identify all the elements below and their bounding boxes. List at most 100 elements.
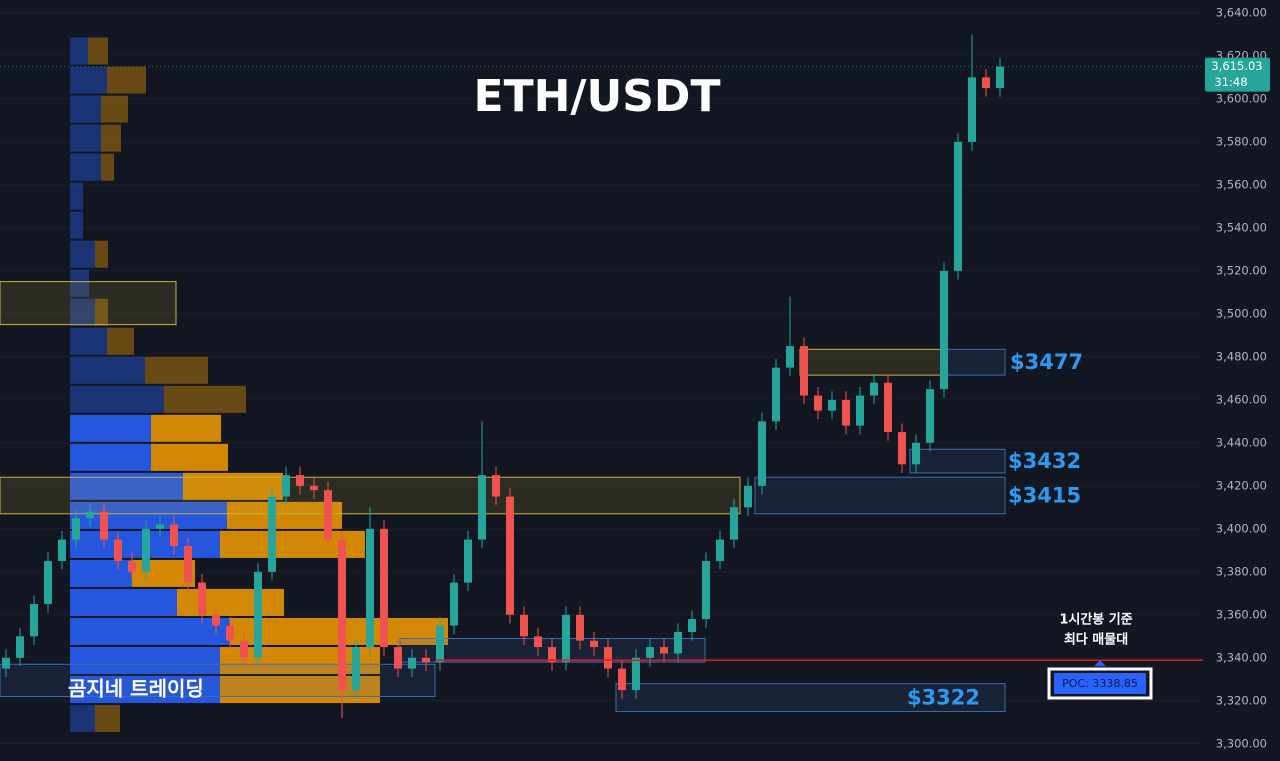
candle-body <box>212 614 220 626</box>
candle-body <box>72 518 80 540</box>
profile-buy <box>70 211 83 239</box>
zone <box>754 476 1006 515</box>
y-tick-label: 3,540.00 <box>1216 220 1267 234</box>
candle-body <box>198 582 206 615</box>
profile-buy <box>70 37 88 65</box>
candle-body <box>548 647 556 663</box>
candle-body <box>912 442 920 465</box>
y-tick-label: 3,580.00 <box>1216 134 1267 148</box>
candle-body <box>660 647 668 654</box>
profile-buy <box>70 240 95 268</box>
candle-body <box>758 421 766 486</box>
candle-body <box>464 539 472 583</box>
candle-body <box>856 395 864 426</box>
candle-body <box>702 561 710 620</box>
candle-body <box>632 657 640 691</box>
candle-body <box>604 647 612 669</box>
profile-sell <box>151 443 228 471</box>
price-tag-value: 3,615.03 <box>1211 59 1262 73</box>
candle-body <box>408 657 416 669</box>
candle-body <box>716 539 724 562</box>
y-tick-label: 3,640.00 <box>1216 5 1267 19</box>
candle-body <box>380 528 388 648</box>
profile-sell <box>101 95 128 123</box>
profile-sell <box>164 385 246 413</box>
profile-buy <box>70 298 95 326</box>
zone <box>615 683 1006 713</box>
candle-body <box>30 604 38 637</box>
candle-body <box>282 475 290 497</box>
candle-body <box>44 561 52 605</box>
profile-buy <box>70 443 151 471</box>
candle-body <box>996 66 1004 89</box>
profile-sell <box>151 414 221 442</box>
candle-body <box>366 528 374 648</box>
candle-body <box>170 524 178 547</box>
y-tick-label: 3,560.00 <box>1216 177 1267 191</box>
candle-body <box>898 432 906 465</box>
candle-body <box>492 475 500 497</box>
candle-body <box>352 647 360 691</box>
candle-body <box>436 625 444 663</box>
profile-buy <box>70 153 101 181</box>
profile-buy <box>70 356 145 384</box>
overlay: 3,300.00 3,320.00 3,340.00 3,360.00 3,380.00… <box>0 5 1270 750</box>
candle-body <box>156 524 164 529</box>
candle-body <box>590 640 598 648</box>
candle-body <box>506 496 514 615</box>
candle-body <box>310 485 318 491</box>
poc-label: POC: 3338.85 <box>1062 677 1138 690</box>
candle-body <box>618 668 626 691</box>
poc-box <box>1047 667 1153 700</box>
profile-buy <box>70 385 164 413</box>
y-tick-label: 3,340.00 <box>1216 650 1267 664</box>
y-tick-label: 3,360.00 <box>1216 607 1267 621</box>
y-tick-label: 3,420.00 <box>1216 478 1267 492</box>
candle-body <box>268 496 276 572</box>
profile-buy <box>70 676 220 704</box>
candle-body <box>870 382 878 396</box>
zone-label: $3415 <box>1008 484 1081 508</box>
candle-body <box>940 270 948 390</box>
candle-body <box>394 647 402 669</box>
candle-body <box>478 475 486 540</box>
y-tick-label: 3,400.00 <box>1216 521 1267 535</box>
candle-body <box>814 395 822 411</box>
candle-body <box>520 614 528 637</box>
y-tick-label: 3,320.00 <box>1216 693 1267 707</box>
price-tag <box>1205 57 1270 92</box>
candle-body <box>86 511 94 519</box>
profile-buy <box>70 95 101 123</box>
zone <box>799 348 946 376</box>
candle-body <box>16 636 24 658</box>
chart-title: ETH/USDT <box>474 71 721 122</box>
profile-buy <box>70 182 83 210</box>
poc-pointer <box>1094 660 1106 667</box>
candle-body <box>324 490 332 540</box>
candle-body <box>142 528 150 572</box>
watermark: 곰지네 트레이딩 <box>68 677 204 701</box>
profile-sell <box>107 327 134 355</box>
candle-body <box>128 561 136 572</box>
candle-body <box>114 539 122 562</box>
y-tick-label: 3,600.00 <box>1216 91 1267 105</box>
y-tick-label: 3,500.00 <box>1216 306 1267 320</box>
candle-body <box>968 77 976 142</box>
profile-buy <box>70 501 227 529</box>
profile-buy <box>70 559 132 587</box>
profile-sell <box>95 705 120 733</box>
profile-buy <box>70 414 151 442</box>
candle-body <box>58 539 66 562</box>
profile-buy <box>70 646 220 675</box>
annotation: 최다 매물대 <box>1064 632 1128 648</box>
candle-body <box>646 647 654 658</box>
y-tick-label: 3,380.00 <box>1216 564 1267 578</box>
candle-body <box>562 614 570 663</box>
profile-sell <box>101 153 114 181</box>
profile-sell <box>101 124 121 152</box>
candle-body <box>954 141 962 271</box>
candle-body <box>226 625 234 641</box>
y-tick-label: 3,460.00 <box>1216 392 1267 406</box>
candle-body <box>450 582 458 626</box>
price-tag-countdown: 31:48 <box>1214 75 1247 89</box>
